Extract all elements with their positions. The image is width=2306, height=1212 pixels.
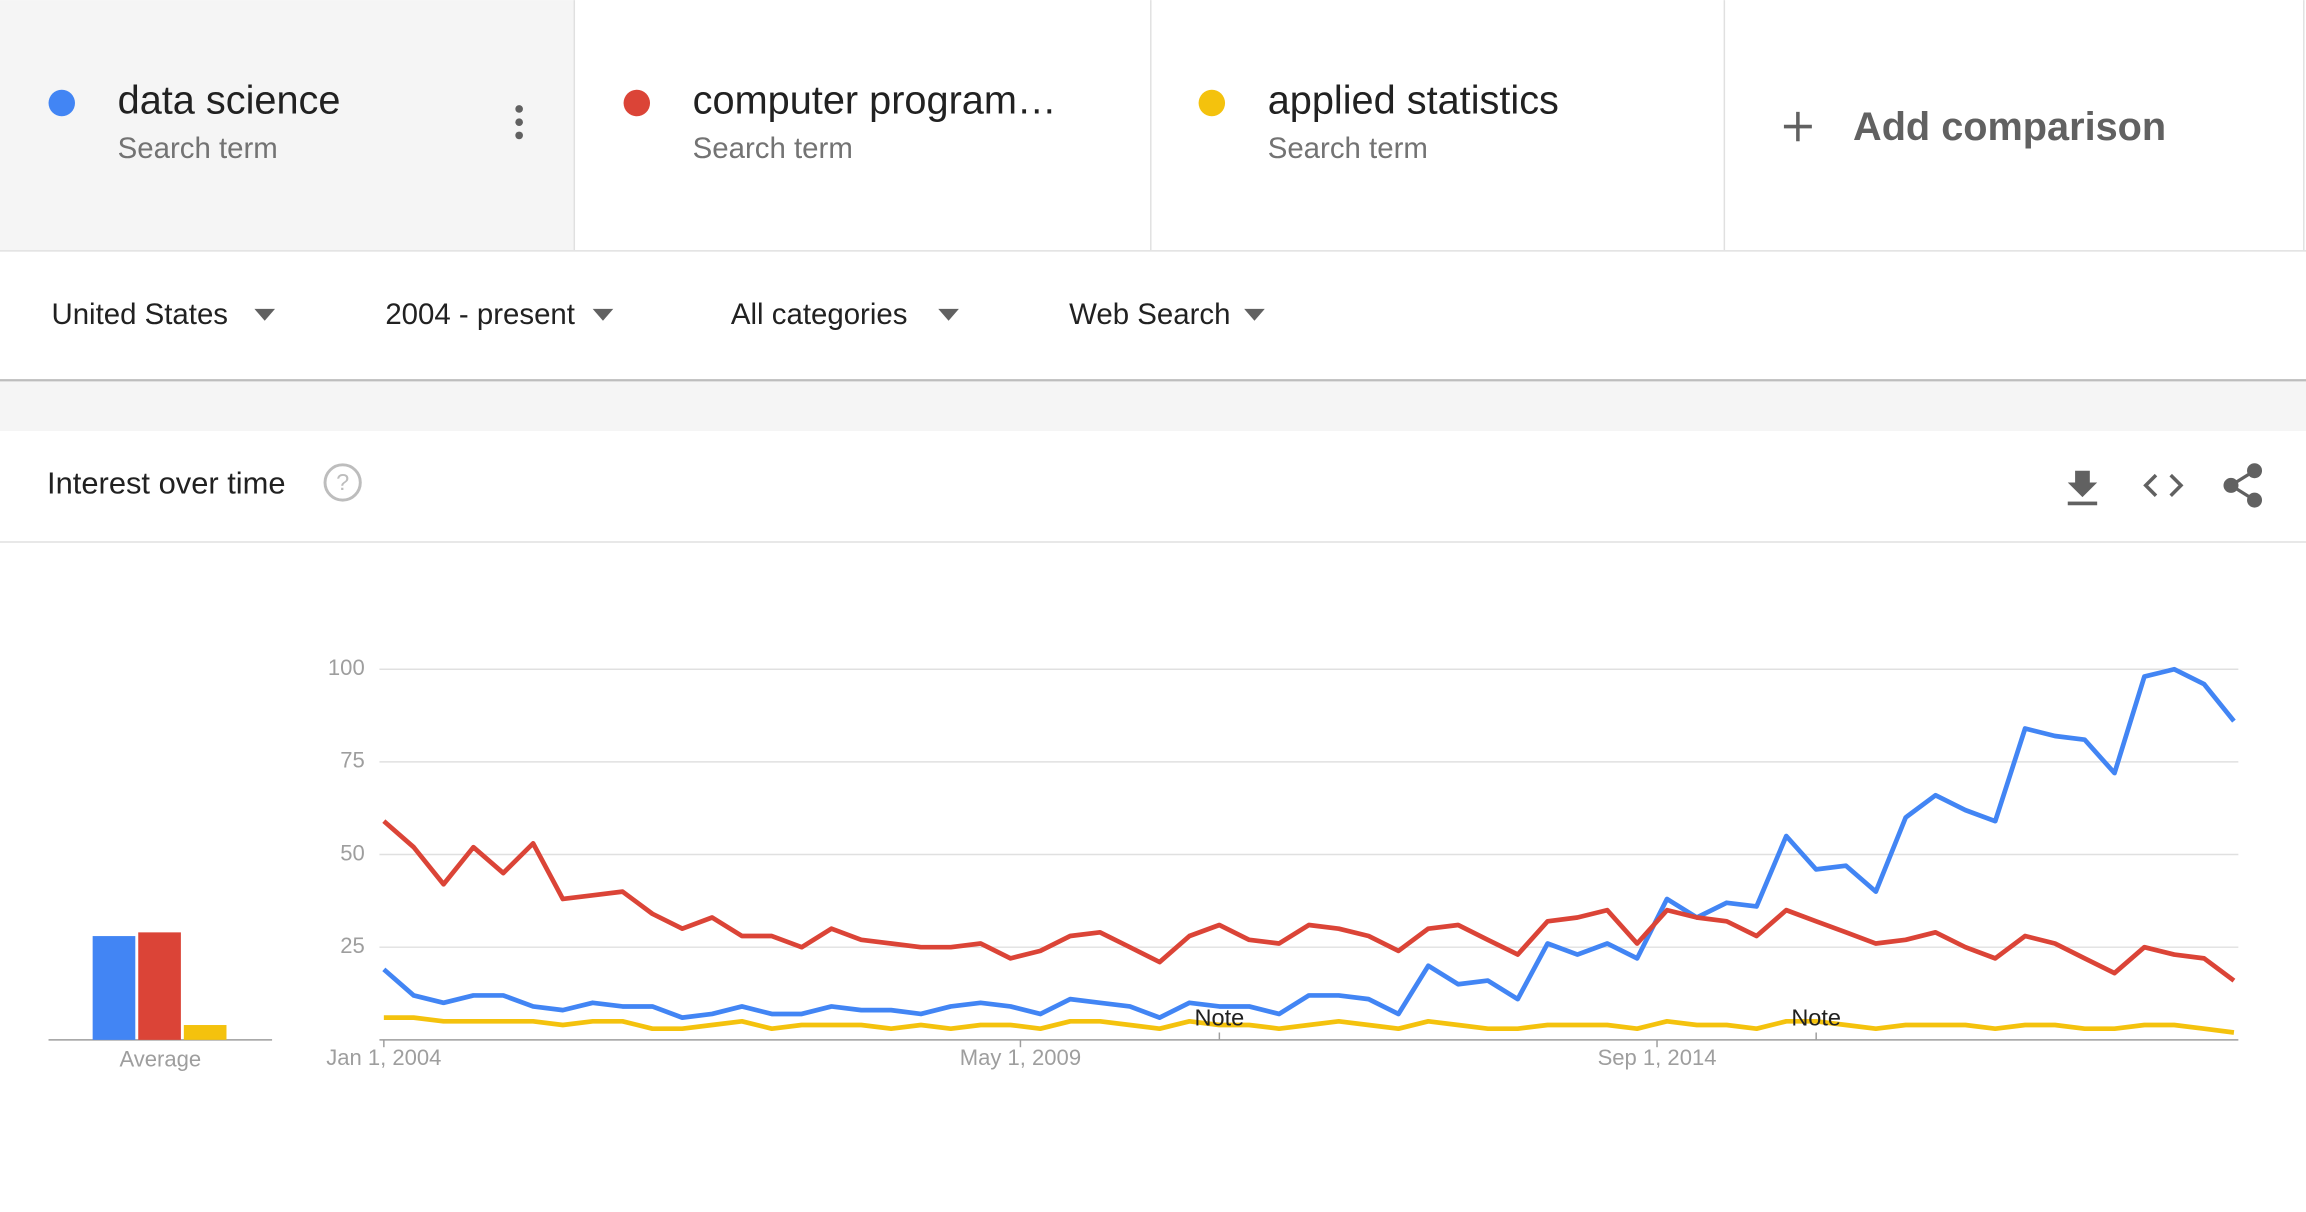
y-tick-label: 25 — [340, 933, 365, 958]
term-subtitle: Search term — [1268, 132, 1428, 165]
term-subtitle: Search term — [118, 132, 278, 165]
average-bar — [92, 936, 136, 1040]
average-bar — [138, 932, 181, 1040]
series-line — [382, 666, 2236, 1020]
plus-icon[interactable] — [1783, 111, 1812, 142]
term-name: applied statistics — [1268, 79, 1559, 123]
term-name: computer program… — [693, 79, 1057, 123]
note-label: Note — [1791, 1004, 1841, 1030]
term-card-active[interactable] — [0, 0, 574, 251]
svg-text:?: ? — [336, 469, 349, 495]
filter-label[interactable]: United States — [51, 298, 228, 331]
average-bar — [183, 1025, 227, 1040]
series-line — [382, 819, 2236, 983]
filter-label[interactable]: Web Search — [1069, 298, 1230, 331]
filter-label[interactable]: All categories — [731, 298, 908, 331]
term-card[interactable] — [575, 0, 1151, 251]
section-title: Interest over time — [47, 466, 286, 501]
x-tick-label: May 1, 2009 — [960, 1045, 1081, 1070]
dropdown-arrows[interactable] — [254, 308, 1265, 321]
separator-band — [0, 379, 2306, 431]
x-tick-label: Sep 1, 2014 — [1598, 1045, 1717, 1070]
y-tick-label: 100 — [328, 655, 365, 680]
term-subtitle: Search term — [693, 132, 853, 165]
download-icon[interactable] — [2067, 470, 2098, 506]
note-label: Note — [1195, 1004, 1245, 1030]
term-dot — [1198, 89, 1226, 117]
term-dot — [48, 89, 76, 117]
term-name: data science — [118, 79, 341, 123]
more-menu[interactable] — [515, 105, 523, 140]
filter-label[interactable]: 2004 - present — [385, 298, 575, 331]
average-label: Average — [119, 1046, 201, 1071]
x-tick-label: Jan 1, 2004 — [326, 1045, 441, 1070]
help-icon[interactable]: ? — [323, 463, 362, 502]
embed-icon[interactable] — [2143, 473, 2184, 497]
term-card[interactable] — [1151, 0, 1724, 251]
y-tick-label: 75 — [340, 748, 365, 773]
y-tick-label: 50 — [340, 840, 365, 865]
series-line — [383, 1015, 2235, 1035]
term-dot — [623, 89, 651, 117]
add-comparison[interactable]: Add comparison — [1853, 105, 2166, 149]
add-comparison-card[interactable] — [1725, 0, 2304, 251]
chart: 25 50 75 100 Jan 1, 2004 May 1, 2009 Sep 1, 20… — [48, 655, 2239, 1071]
share-icon[interactable] — [2223, 463, 2263, 508]
